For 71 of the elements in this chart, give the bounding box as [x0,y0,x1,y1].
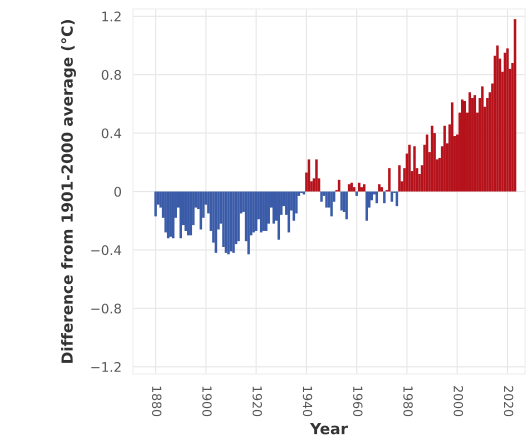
y-tick-label: −1.2 [91,362,121,372]
bar [200,192,202,230]
bar [330,192,333,216]
y-tick-label: −0.4 [91,245,122,256]
bar [348,184,350,192]
bar [481,86,484,192]
bar [260,192,262,232]
bar [365,192,368,221]
bar [350,182,353,192]
x-tick-label: 1940 [302,386,312,416]
y-tick-label: 0 [114,186,122,197]
bar [272,192,276,224]
bar [230,192,232,252]
bar [254,192,258,231]
bar [443,126,446,192]
x-tick-label: 2000 [454,386,464,416]
bar [252,192,255,232]
bar [398,165,401,192]
bar [154,192,157,216]
bar [514,19,516,192]
bar [308,159,310,192]
bar [426,134,428,192]
bar [345,192,348,220]
bar [172,192,174,238]
bar [450,102,454,192]
bar [338,180,340,192]
bar [292,192,296,221]
bar [278,192,280,240]
x-tick-label: 1880 [152,386,162,416]
bar [388,168,391,192]
x-tick-label: 1960 [353,386,363,416]
y-axis-title: Difference from 1901-2000 average (°C) [61,20,76,363]
bar [179,192,182,238]
bar [383,192,386,204]
bar [325,192,328,208]
bar [413,146,416,192]
bar [355,192,358,196]
bar [504,52,506,192]
bar [430,126,434,192]
bar [320,192,323,202]
y-tick-label: −0.8 [91,304,121,314]
y-tick-label: 1.2 [102,11,121,22]
bar [362,184,366,192]
x-axis-title: Year [310,423,348,434]
bar [380,187,384,192]
bar [237,192,240,242]
bar [288,192,290,232]
bar [247,192,250,254]
bar [358,182,360,192]
bar [214,192,218,253]
bar [376,192,378,204]
bar [232,192,235,253]
y-tick-label: 0.8 [102,70,121,80]
bar [496,45,499,192]
bar [506,48,509,192]
x-tick-label: 1920 [252,386,262,416]
bar [340,192,343,211]
bar [302,192,306,194]
bar [408,144,411,192]
x-tick-label: 1900 [202,386,212,416]
bar [360,187,363,192]
bar [378,184,381,192]
bar [227,192,230,254]
bar [390,192,394,202]
bar [315,159,318,192]
bar [396,192,398,206]
y-tick-label: 0.4 [102,128,122,138]
bar [224,192,228,253]
bar [352,187,356,192]
x-tick-label: 2020 [504,386,514,416]
x-tick-label: 1980 [403,386,413,416]
